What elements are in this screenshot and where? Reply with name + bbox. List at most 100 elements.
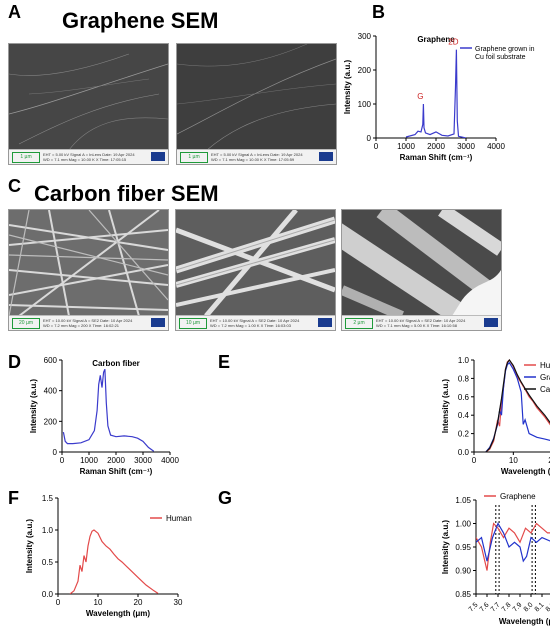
sem-info-bar: 20 µm EHT = 10.00 kV Signal A = SE2 Date… [9, 315, 168, 330]
x-tick-label: 7.6 [479, 602, 491, 614]
sem-info-bar: 1 µm EHT = 5.00 kV Signal A = InLens Dat… [177, 149, 336, 164]
chart-b-graphene-raman: 0 1000 2000 3000 4000 0 100 200 300 Raman Shift (… [343, 32, 535, 162]
legend-label: Graphene grown in [475, 46, 535, 53]
x-tick-label: 4000 [161, 456, 179, 465]
x-tick-label: 20 [548, 456, 550, 465]
y-tick-label: 0.5 [42, 558, 54, 567]
panel-letter-f: F [8, 488, 19, 508]
series-line-1 [476, 522, 550, 563]
x-axis-label: Wavelength (μm) [501, 467, 550, 476]
x-tick-label: 2000 [427, 142, 445, 151]
fiber-sem-texture [342, 210, 501, 316]
graphene-sem-title: Graphene SEM [62, 8, 219, 33]
chart-f-human-wavelength: 0 10 20 30 0.0 0.5 1.0 1.5 Wavelength (μm) Intens… [25, 494, 192, 618]
x-tick-label: 7.5 [468, 602, 480, 614]
chart-g-zoomed-wavelength: 7.57.67.77.87.98.08.18.28.38.48.50.850.9… [441, 492, 550, 626]
y-axis-label: Intensity (a.u.) [25, 519, 34, 574]
chart-title: Graphene [417, 35, 455, 44]
sem-info-bar: 1 µm EHT = 5.00 kV Signal A = InLens Dat… [9, 149, 168, 164]
x-axis-label: Raman Shift (cm⁻¹) [400, 153, 473, 162]
x-tick-label: 3000 [134, 456, 152, 465]
sem-meta: EHT = 5.00 kV Signal A = InLens Date: 19… [43, 152, 135, 162]
y-tick-label: 200 [44, 417, 58, 426]
legend-label: Graphene [540, 373, 550, 382]
sem-image-fiber-2: 10 µm EHT = 10.00 kV Signal A = SE2 Date… [175, 209, 336, 331]
x-tick-label: 7.8 [501, 602, 513, 614]
x-tick-label: 8.0 [523, 602, 535, 614]
y-tick-label: 0 [53, 448, 58, 457]
panel-letter-c: C [8, 176, 21, 196]
x-tick-label: 0 [60, 456, 65, 465]
legend-label: Carbon fiber [540, 385, 550, 394]
x-tick-label: 30 [174, 598, 183, 607]
sem-image-graphene-2: 1 µm EHT = 5.00 kV Signal A = InLens Dat… [176, 43, 337, 165]
y-tick-label: 1.0 [42, 526, 54, 535]
x-tick-label: 1000 [80, 456, 98, 465]
y-tick-label: 0.90 [455, 567, 471, 576]
y-tick-label: 1.00 [455, 520, 471, 529]
legend-label: Cu foil substrate [475, 54, 526, 61]
x-tick-label: 7.9 [512, 602, 524, 614]
series-line-0 [476, 522, 550, 571]
y-tick-label: 0.95 [455, 543, 471, 552]
scale-bar: 2 µm [345, 318, 373, 329]
x-tick-label: 0 [472, 456, 477, 465]
y-tick-label: 1.05 [455, 496, 471, 505]
sem-image-graphene-1: 1 µm EHT = 5.00 kV Signal A = InLens Dat… [8, 43, 169, 165]
fiber-sem-texture [9, 210, 168, 316]
sem-meta: EHT = 10.00 kV Signal A = SE2 Date: 10 A… [210, 318, 300, 328]
y-tick-label: 0.0 [458, 448, 470, 457]
x-axis-label: Wavelength (μm) [86, 609, 150, 618]
y-tick-label: 100 [358, 100, 372, 109]
x-tick-label: 10 [94, 598, 103, 607]
series-line-0 [69, 529, 159, 594]
sem-meta: EHT = 10.00 kV Signal A = SE2 Date: 10 A… [43, 318, 133, 328]
y-tick-label: 1.5 [42, 494, 54, 503]
y-tick-label: 0 [367, 134, 372, 143]
sem-meta: EHT = 10.00 kV Signal A = SE2 Date: 10 A… [376, 318, 466, 328]
x-tick-label: 10 [509, 456, 518, 465]
legend-label: Human [166, 514, 192, 523]
scale-bar: 1 µm [180, 152, 208, 163]
graphene-sem-texture [177, 44, 336, 150]
sem-image-fiber-3: 2 µm EHT = 10.00 kV Signal A = SE2 Date:… [341, 209, 502, 331]
chart-title: Carbon fiber [92, 359, 140, 368]
panel-letter-d: D [8, 352, 21, 372]
y-tick-label: 0.4 [458, 411, 470, 420]
zeiss-logo [484, 318, 498, 327]
x-tick-label: 1000 [397, 142, 415, 151]
x-tick-label: 8.2 [545, 602, 550, 614]
y-tick-label: 0.8 [458, 374, 470, 383]
y-tick-label: 200 [358, 66, 372, 75]
sem-image-fiber-1: 20 µm EHT = 10.00 kV Signal A = SE2 Date… [8, 209, 169, 331]
x-axis-label: Raman Shift (cm⁻¹) [80, 467, 153, 476]
panel-letter-a: A [8, 2, 21, 22]
x-tick-label: 4000 [487, 142, 505, 151]
y-tick-label: 0.85 [455, 590, 471, 599]
series-line-2 [485, 358, 550, 452]
carbon-fiber-sem-title: Carbon fiber SEM [34, 181, 219, 206]
x-axis-label: Wavelength (μm) [499, 617, 550, 626]
fiber-sem-texture [176, 210, 335, 316]
peak-label: 2D [448, 38, 458, 47]
x-tick-label: 8.1 [534, 602, 546, 614]
y-tick-label: 600 [44, 356, 58, 365]
zeiss-logo [151, 318, 165, 327]
legend-label: Human [540, 361, 550, 370]
y-tick-label: 0.6 [458, 393, 470, 402]
sem-info-bar: 10 µm EHT = 10.00 kV Signal A = SE2 Date… [176, 315, 335, 330]
scale-bar: 10 µm [179, 318, 207, 329]
y-tick-label: 0.0 [42, 590, 54, 599]
sem-meta: EHT = 5.00 kV Signal A = InLens Date: 19… [211, 152, 303, 162]
peak-label: G [417, 92, 423, 101]
y-tick-label: 400 [44, 387, 58, 396]
x-tick-label: 0 [374, 142, 379, 151]
scale-bar: 20 µm [12, 318, 40, 329]
zeiss-logo [318, 318, 332, 327]
zeiss-logo [319, 152, 333, 161]
y-tick-label: 0.2 [458, 430, 470, 439]
x-tick-label: 0 [56, 598, 61, 607]
y-tick-label: 300 [358, 32, 372, 41]
x-tick-label: 20 [134, 598, 143, 607]
y-axis-label: Intensity (a.u.) [441, 379, 450, 434]
